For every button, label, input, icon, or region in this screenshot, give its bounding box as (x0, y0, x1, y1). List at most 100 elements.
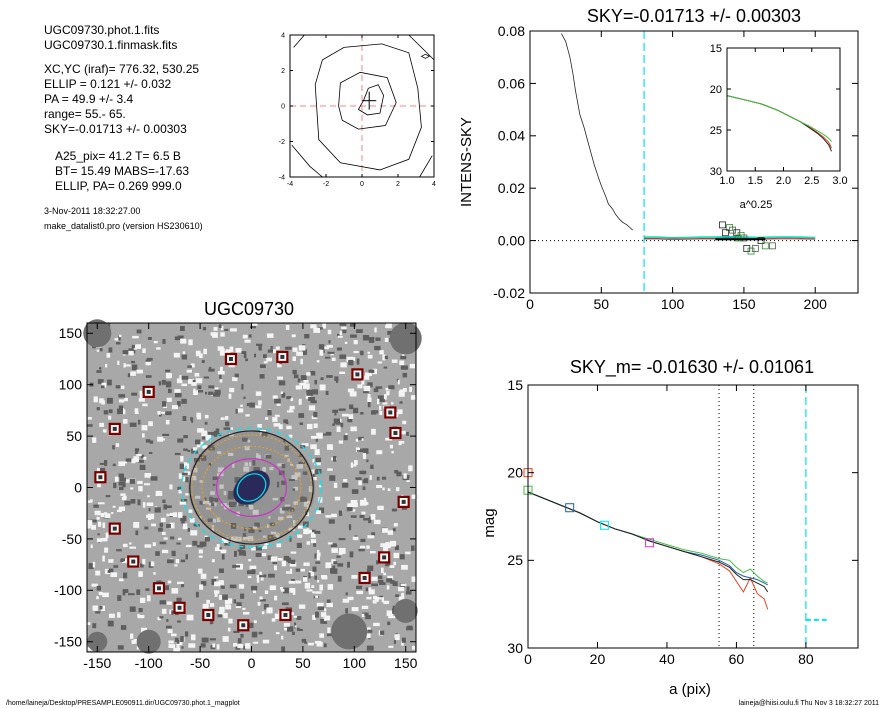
noise-pixel (157, 411, 161, 415)
contour-line-6 (419, 155, 433, 178)
x-tick-label: 0 (360, 181, 364, 188)
noise-pixel (180, 515, 187, 522)
noise-pixel (138, 615, 145, 619)
noise-pixel (198, 568, 203, 574)
noise-pixel (383, 545, 388, 552)
x-tick-label: -4 (287, 181, 293, 188)
intens-title: SKY=-0.01713 +/- 0.00303 (587, 6, 801, 26)
noise-pixel (306, 589, 313, 592)
noise-pixel (319, 384, 326, 391)
noise-pixel (336, 426, 341, 432)
noise-pixel (180, 338, 187, 344)
x-tick-label: -150 (83, 655, 111, 671)
star-core (362, 575, 367, 580)
mag-series-4 (527, 491, 769, 593)
noise-pixel (402, 372, 408, 378)
noise-pixel (247, 439, 251, 443)
noise-pixel (99, 467, 106, 473)
noise-pixel (259, 575, 266, 578)
star-core (156, 586, 161, 591)
noise-pixel (135, 344, 141, 349)
noise-pixel (326, 375, 333, 378)
noise-pixel (373, 622, 380, 627)
intens-sky-plot: SKY=-0.01713 +/- 0.00303 INTENS-SKY 0 50 1… (458, 6, 859, 312)
noise-pixel (215, 428, 220, 434)
x-tick-label: 0 (248, 655, 256, 671)
noise-pixel (142, 348, 146, 353)
noise-pixel (256, 343, 263, 346)
noise-pixel (338, 440, 343, 444)
noise-pixel (325, 356, 331, 359)
noise-pixel (365, 615, 371, 620)
noise-pixel (356, 585, 363, 590)
noise-pixel (310, 444, 317, 449)
noise-pixel (401, 564, 408, 570)
noise-pixel (263, 604, 269, 610)
noise-pixel (401, 641, 404, 646)
sky-sample-box (769, 242, 776, 250)
y-tick-label: 150 (59, 325, 83, 341)
noise-pixel (159, 600, 166, 605)
noise-pixel (96, 370, 102, 373)
noise-pixel (380, 630, 385, 635)
noise-pixel (153, 341, 158, 344)
noise-pixel (243, 646, 246, 650)
noise-pixel (378, 575, 383, 580)
noise-pixel (379, 595, 383, 599)
noise-pixel (193, 523, 197, 526)
noise-pixel (101, 382, 107, 388)
noise-pixel (348, 359, 354, 366)
noise-pixel (273, 349, 277, 354)
noise-pixel (314, 553, 317, 559)
noise-pixel (294, 472, 301, 478)
noise-pixel (366, 545, 370, 549)
noise-pixel (308, 572, 311, 579)
noise-pixel (201, 581, 207, 586)
noise-pixel (371, 532, 376, 536)
noise-pixel (202, 435, 206, 440)
noise-pixel (166, 523, 171, 528)
noise-pixel (347, 596, 354, 601)
noise-pixel (342, 413, 349, 417)
noise-pixel (393, 561, 397, 566)
noise-pixel (234, 550, 237, 557)
noise-pixel (295, 568, 301, 572)
noise-pixel (298, 525, 303, 529)
noise-pixel (348, 524, 352, 529)
noise-pixel (95, 570, 101, 576)
noise-pixel (204, 414, 209, 419)
noise-pixel (313, 423, 318, 428)
noise-pixel (212, 483, 216, 486)
noise-pixel (229, 346, 234, 353)
header-line-7: SKY=-0.01713 +/- 0.00303 (44, 122, 187, 136)
noise-pixel (259, 374, 265, 379)
noise-pixel (88, 563, 94, 570)
noise-pixel (160, 517, 166, 523)
noise-pixel (326, 599, 331, 603)
noise-pixel (259, 596, 263, 600)
noise-pixel (270, 556, 278, 562)
noise-pixel (165, 419, 170, 425)
noise-pixel (264, 543, 269, 546)
y-tick-label: 15 (507, 377, 523, 393)
y-tick-label: 0.06 (498, 75, 525, 91)
noise-pixel (368, 587, 372, 592)
masked-region (331, 613, 368, 650)
noise-pixel (175, 393, 182, 398)
noise-pixel (219, 547, 222, 550)
noise-pixel (204, 421, 208, 425)
noise-pixel (308, 397, 316, 401)
noise-pixel (386, 610, 394, 616)
noise-pixel (339, 371, 346, 374)
y-tick-label: 2 (281, 68, 285, 75)
noise-pixel (385, 542, 389, 547)
noise-pixel (217, 346, 224, 351)
noise-pixel (133, 639, 140, 644)
noise-pixel (284, 628, 287, 631)
noise-pixel (135, 530, 139, 536)
x-tick-label: 200 (804, 296, 828, 312)
noise-pixel (260, 364, 266, 368)
noise-pixel (406, 591, 412, 595)
noise-pixel (289, 588, 296, 593)
noise-pixel (300, 568, 305, 572)
